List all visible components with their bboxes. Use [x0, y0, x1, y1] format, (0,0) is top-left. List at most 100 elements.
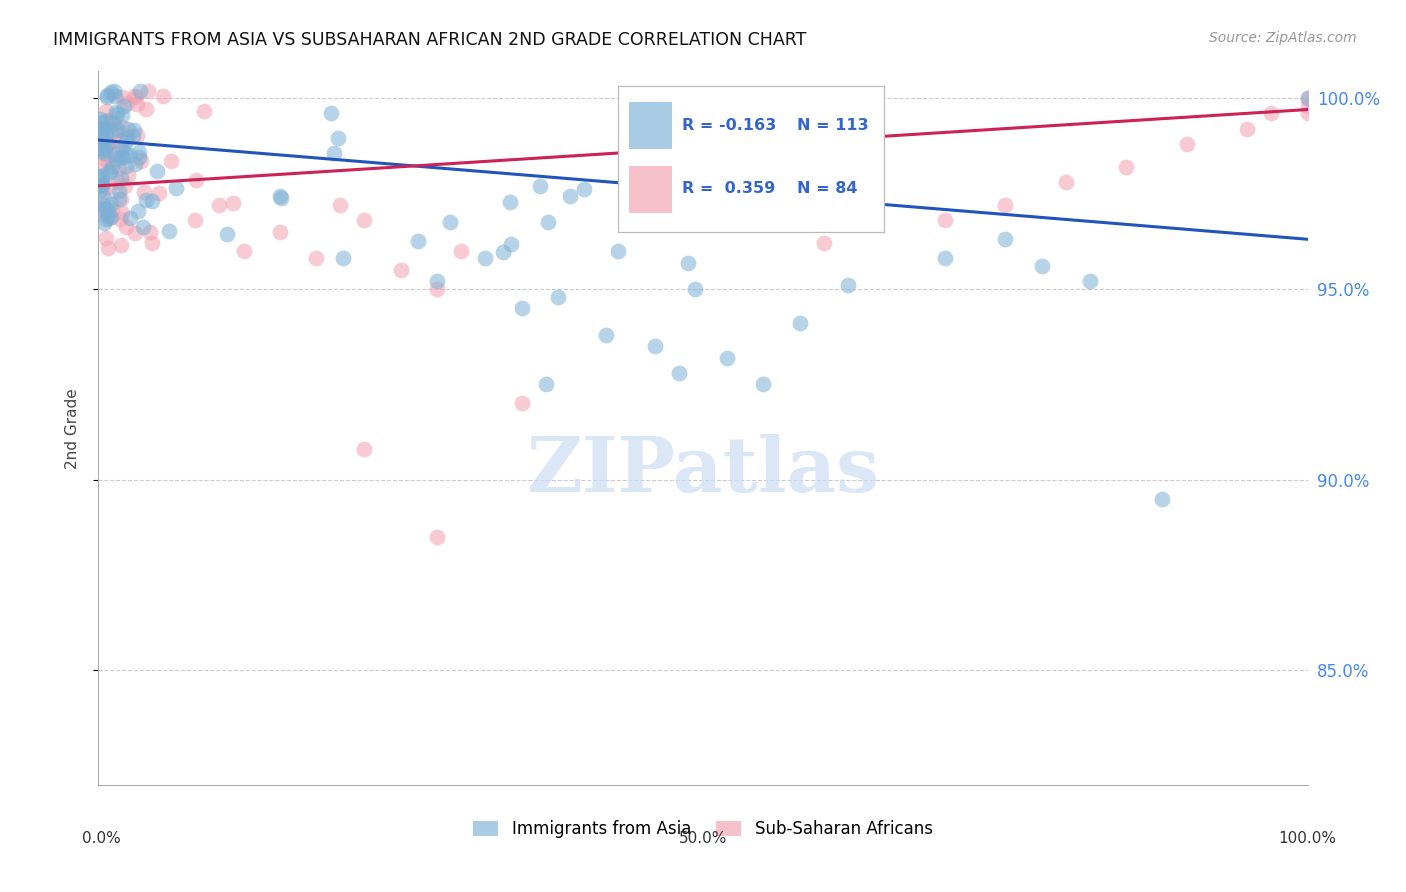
Point — [114, 159, 136, 173]
Point — [118, 148, 141, 162]
Point — [789, 316, 811, 330]
Point — [641, 210, 664, 224]
Point — [1078, 274, 1101, 288]
Point — [406, 235, 429, 249]
Point — [104, 89, 127, 103]
Point — [491, 244, 513, 259]
Point — [165, 181, 187, 195]
Point — [141, 194, 163, 208]
Point — [100, 165, 122, 179]
Point — [89, 140, 111, 154]
Point — [108, 133, 131, 147]
Point — [108, 184, 131, 198]
Point — [135, 102, 157, 116]
Point — [111, 206, 134, 220]
Point — [93, 146, 115, 161]
Point — [186, 172, 208, 186]
Point — [129, 154, 152, 169]
Point — [97, 242, 120, 256]
Point — [107, 123, 129, 137]
Point — [96, 153, 118, 168]
Point — [89, 179, 111, 194]
Point — [96, 133, 118, 147]
Point — [89, 121, 111, 136]
Point — [91, 115, 114, 129]
Point — [110, 211, 132, 226]
Point — [90, 144, 112, 158]
Point — [89, 202, 111, 216]
Point — [131, 220, 153, 235]
Point — [110, 134, 132, 148]
Point — [269, 225, 291, 239]
Point — [111, 150, 134, 164]
Point — [426, 274, 449, 288]
Point — [1296, 91, 1319, 105]
Point — [111, 120, 134, 135]
Point — [668, 366, 690, 380]
Point — [94, 114, 117, 128]
Point — [117, 121, 139, 136]
Point — [91, 184, 114, 198]
Point — [184, 213, 207, 227]
Text: 50.0%: 50.0% — [679, 831, 727, 846]
Point — [534, 377, 557, 392]
Point — [91, 197, 114, 211]
Point — [122, 89, 145, 103]
Point — [426, 282, 449, 296]
Text: Source: ZipAtlas.com: Source: ZipAtlas.com — [1209, 31, 1357, 45]
Point — [105, 152, 128, 166]
Point — [125, 97, 148, 112]
Point — [104, 121, 127, 136]
Point — [157, 224, 180, 238]
Point — [94, 211, 117, 226]
Point — [93, 121, 115, 136]
Point — [716, 351, 738, 365]
Point — [510, 301, 533, 315]
Point — [1236, 121, 1258, 136]
Point — [1152, 491, 1174, 506]
Legend: Immigrants from Asia, Sub-Saharan Africans: Immigrants from Asia, Sub-Saharan Africa… — [467, 814, 939, 845]
Point — [474, 252, 496, 266]
Point — [135, 193, 157, 207]
Point — [91, 158, 114, 172]
Point — [98, 180, 121, 194]
Point — [90, 173, 112, 187]
Point — [305, 252, 328, 266]
Point — [148, 186, 170, 201]
Point — [994, 198, 1017, 212]
Point — [146, 164, 169, 178]
Point — [101, 202, 124, 216]
Point — [232, 244, 254, 258]
Point — [837, 278, 859, 293]
Point — [105, 107, 128, 121]
Point — [94, 142, 117, 156]
Point — [676, 256, 699, 270]
Point — [96, 136, 118, 151]
Point — [97, 119, 120, 133]
Point — [269, 188, 291, 202]
Point — [115, 135, 138, 149]
Point — [110, 238, 132, 252]
Point — [98, 120, 121, 135]
Point — [94, 133, 117, 147]
Point — [129, 84, 152, 98]
Point — [124, 227, 146, 241]
Point — [122, 122, 145, 136]
Point — [115, 96, 138, 111]
Point — [208, 198, 231, 212]
Point — [91, 178, 114, 192]
Point — [97, 211, 120, 225]
Point — [450, 244, 472, 258]
Point — [100, 211, 122, 225]
Point — [127, 203, 149, 218]
Point — [134, 186, 156, 200]
Point — [93, 216, 115, 230]
Point — [813, 236, 835, 251]
Text: 0.0%: 0.0% — [82, 831, 121, 846]
Point — [1296, 91, 1319, 105]
Point — [111, 141, 134, 155]
Point — [111, 90, 134, 104]
Point — [510, 396, 533, 410]
Point — [110, 150, 132, 164]
Point — [87, 142, 110, 156]
